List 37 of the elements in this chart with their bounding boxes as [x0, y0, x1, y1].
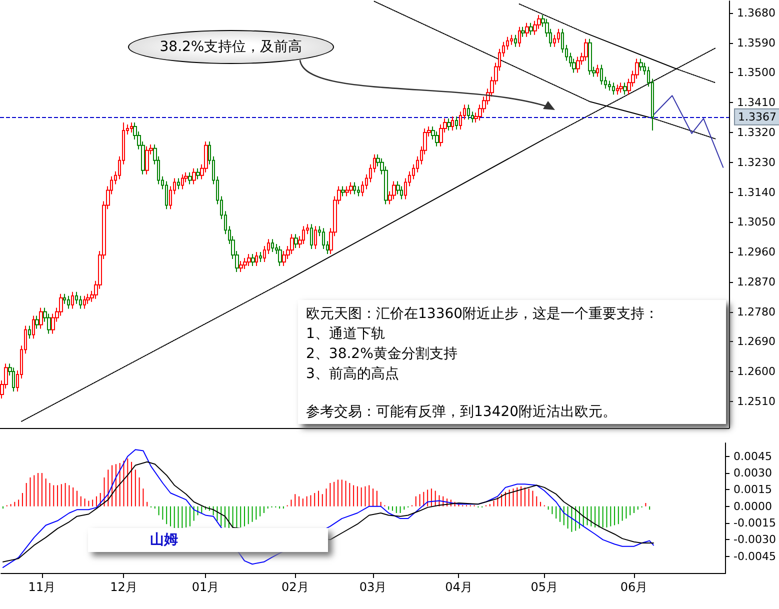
- annotation: 3、前高的高点: [306, 365, 400, 384]
- y-tick-label: 1.3500: [737, 66, 776, 80]
- signature-box: 山姆: [88, 528, 328, 552]
- y-tick-label: 1.2960: [737, 246, 776, 259]
- y-tick-label: 1.2780: [737, 305, 776, 318]
- y-tick-label: 1.3320: [737, 126, 776, 139]
- x-tick-label: 03月: [359, 580, 387, 594]
- y-tick-label: 1.2690: [737, 335, 776, 348]
- y-tick-label: 1.3140: [737, 186, 776, 199]
- ref-line-label: 1.3367: [738, 110, 776, 124]
- x-tick-label: 02月: [281, 580, 309, 594]
- y-tick-label: 1.3410: [737, 96, 776, 110]
- y-tick-label: 1.3050: [737, 216, 776, 229]
- annotation: 1、通道下轨: [306, 325, 386, 344]
- y-tick-label: 0.0000: [734, 500, 772, 513]
- y-tick-label: 1.3230: [737, 156, 776, 169]
- y-tick-label: -0.0030: [734, 533, 776, 546]
- callout-bubble: 38.2%支持位，及前高: [128, 30, 334, 64]
- x-tick-label: 01月: [192, 580, 220, 594]
- y-tick-label: 1.2510: [737, 394, 776, 408]
- y-tick-label: 0.0045: [734, 450, 772, 463]
- x-tick-label: 05月: [530, 580, 558, 594]
- y-tick-label: 1.2600: [737, 365, 776, 378]
- y-tick-label: 1.3590: [737, 36, 776, 50]
- annotation: 2、38.2%黄金分割支持: [306, 345, 458, 364]
- y-tick-label: 1.3680: [737, 6, 776, 20]
- y-tick-label: 1.2870: [737, 275, 776, 288]
- x-tick-label: 12月: [110, 580, 138, 594]
- annotation: 欧元天图：汇价在13360附近止步，这是一个重要支持：: [306, 305, 660, 324]
- annotation: 参考交易：可能有反弹，到13420附近沽出欧元。: [306, 403, 618, 422]
- x-tick-label: 06月: [620, 580, 648, 594]
- x-tick-label: 11月: [28, 580, 56, 594]
- y-tick-label: -0.0015: [734, 516, 776, 530]
- y-tick-label: -0.0045: [734, 550, 776, 563]
- y-tick-label: 0.0030: [734, 466, 772, 480]
- x-tick-label: 04月: [445, 580, 472, 594]
- y-tick-label: 0.0015: [734, 483, 772, 496]
